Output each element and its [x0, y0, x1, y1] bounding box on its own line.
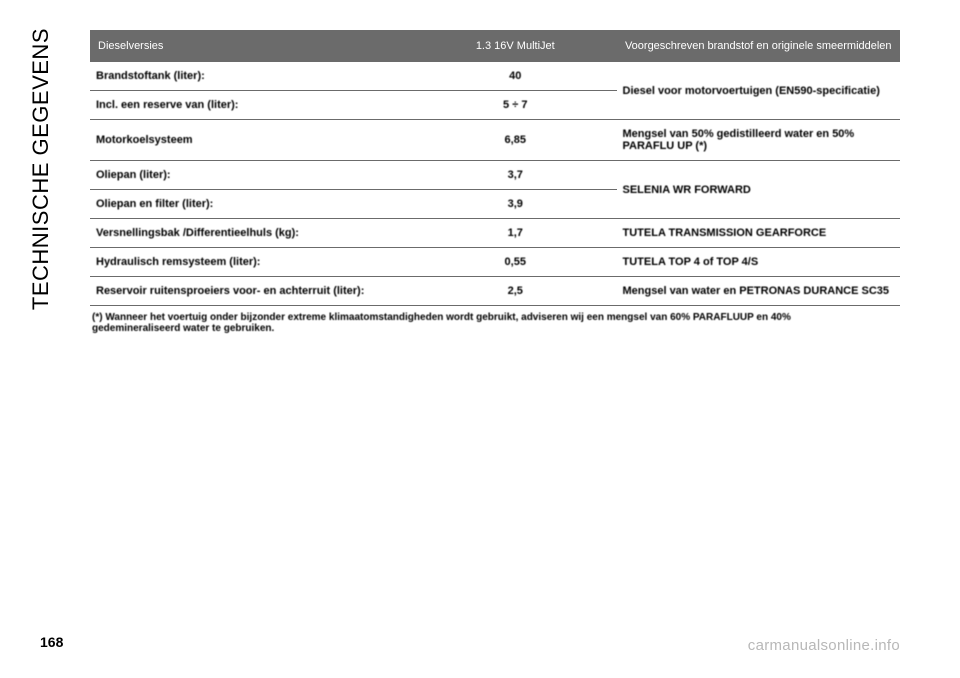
cell-label: Hydraulisch remsysteem (liter):: [90, 248, 414, 277]
cell-value: 0,55: [414, 248, 617, 277]
side-section-label: TECHNISCHE GEGEVENS: [28, 28, 54, 310]
cell-label: Oliepan en filter (liter):: [90, 190, 414, 219]
col-header-2: Voorgeschreven brandstof en originele sm…: [617, 30, 901, 62]
table-row: Brandstoftank (liter): 40 Diesel voor mo…: [90, 62, 900, 91]
cell-value: 1,7: [414, 219, 617, 248]
cell-recommendation: Mengsel van 50% gedistilleerd water en 5…: [617, 120, 901, 161]
table-row: Motorkoelsysteem 6,85 Mengsel van 50% ge…: [90, 120, 900, 161]
page-number: 168: [40, 634, 63, 650]
table-row: Reservoir ruitensproeiers voor- en achte…: [90, 277, 900, 306]
cell-recommendation: Diesel voor motorvoertuigen (EN590-speci…: [617, 62, 901, 120]
cell-label: Reservoir ruitensproeiers voor- en achte…: [90, 277, 414, 306]
cell-value: 5 ÷ 7: [414, 91, 617, 120]
cell-value: 6,85: [414, 120, 617, 161]
cell-recommendation: TUTELA TOP 4 of TOP 4/S: [617, 248, 901, 277]
cell-label: Versnellingsbak /Differentieelhuls (kg):: [90, 219, 414, 248]
cell-label: Oliepan (liter):: [90, 161, 414, 190]
cell-value: 3,9: [414, 190, 617, 219]
cell-label: Brandstoftank (liter):: [90, 62, 414, 91]
cell-value: 40: [414, 62, 617, 91]
table-row: Hydraulisch remsysteem (liter): 0,55 TUT…: [90, 248, 900, 277]
watermark: carmanualsonline.info: [748, 637, 900, 654]
specifications-table: Dieselversies 1.3 16V MultiJet Voorgesch…: [90, 30, 900, 306]
table-row: Versnellingsbak /Differentieelhuls (kg):…: [90, 219, 900, 248]
table-row: Oliepan (liter): 3,7 SELENIA WR FORWARD: [90, 161, 900, 190]
cell-recommendation: TUTELA TRANSMISSION GEARFORCE: [617, 219, 901, 248]
col-header-0: Dieselversies: [90, 30, 414, 62]
cell-label: Motorkoelsysteem: [90, 120, 414, 161]
cell-value: 2,5: [414, 277, 617, 306]
cell-value: 3,7: [414, 161, 617, 190]
col-header-1: 1.3 16V MultiJet: [414, 30, 617, 62]
cell-recommendation: SELENIA WR FORWARD: [617, 161, 901, 219]
cell-recommendation: Mengsel van water en PETRONAS DURANCE SC…: [617, 277, 901, 306]
cell-label: Incl. een reserve van (liter):: [90, 91, 414, 120]
table-footnote: (*) Wanneer het voertuig onder bijzonder…: [90, 306, 850, 334]
